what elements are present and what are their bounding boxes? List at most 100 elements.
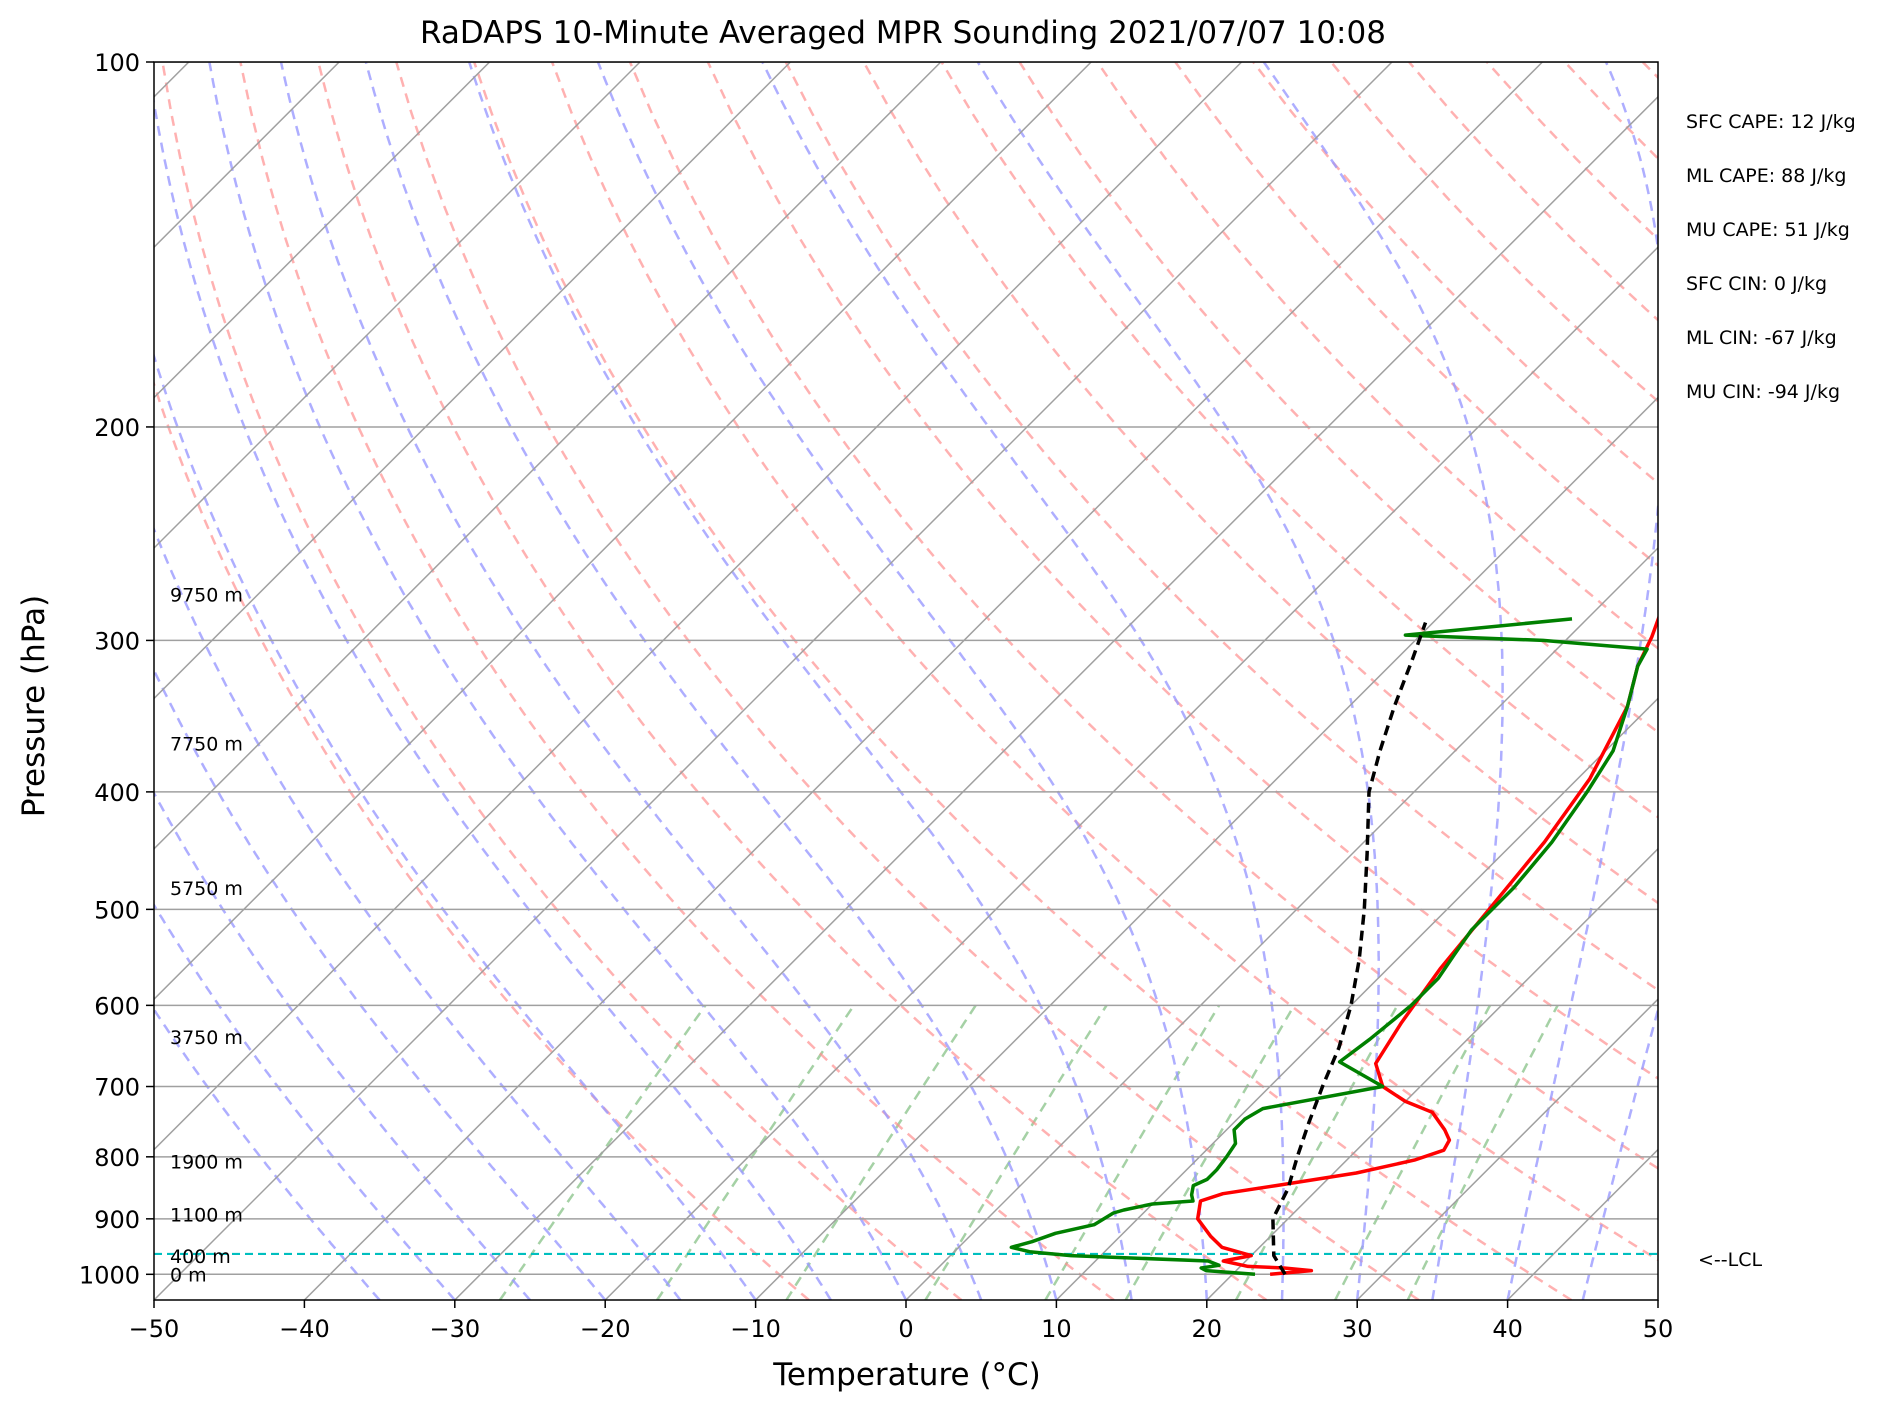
height-label: 400 m [170,1246,231,1268]
isotherm-line [154,62,1092,1001]
y-tick-label: 100 [94,49,140,77]
stat-annotation: SFC CIN: 0 J/kg [1686,273,1827,295]
isotherm-line [1507,1148,1658,1300]
mixing-ratio-line [785,1004,977,1300]
y-axis-label: Pressure (hPa) [16,595,52,817]
dry-adiabat-line [550,62,1658,1262]
dry-adiabat-line [154,380,810,1300]
stat-annotation: SFC CAPE: 12 J/kg [1686,111,1856,133]
isotherm-line [154,62,1393,1300]
moist-adiabat-line [279,62,983,1300]
moist-adiabat-line [596,62,1209,1300]
isotherm-line [604,246,1658,1300]
x-axis: −50 −40 −30 −20 −10 0 10 20 30 40 50 [129,1300,1674,1343]
isotherm-line [154,62,791,700]
y-tick-label: 200 [94,414,140,442]
x-tick-label: −40 [279,1315,330,1343]
isotherm-line [154,62,1243,1151]
dry-adiabat-line [1330,62,1658,403]
isotherm-line [1356,998,1658,1300]
moist-adiabat-line [208,62,908,1300]
isotherm-line [454,95,1658,1300]
temperature-profile [1195,614,1658,1277]
stat-annotation: ML CIN: -67 J/kg [1686,327,1837,349]
isotherm-line [755,396,1658,1300]
isotherm-line [905,546,1658,1300]
x-tick-label: 20 [1192,1315,1223,1343]
stats-annotations: SFC CAPE: 12 J/kg ML CAPE: 88 J/kg MU CAPE… [1686,111,1856,403]
height-label: 7750 m [170,734,243,756]
mixing-ratio-line [1406,1004,1559,1300]
mixing-ratio-line [1234,1004,1399,1300]
x-tick-label: 30 [1342,1315,1373,1343]
x-tick-label: −10 [730,1315,781,1343]
lcl-label: <--LCL [1698,1249,1762,1271]
mixing-ratio-lines [498,1004,1559,1300]
dry-adiabat-line [317,62,1268,1300]
height-label: 3750 m [170,1027,243,1049]
isotherms [154,62,1896,1300]
x-tick-label: 50 [1643,1315,1674,1343]
height-label: 1900 m [170,1151,243,1173]
dry-adiabats [154,62,1896,1300]
x-tick-label: 40 [1492,1315,1523,1343]
moist-adiabat-line [154,790,531,1300]
dry-adiabat-line [1641,62,1658,80]
moist-adiabat-line [976,62,1380,1300]
moist-adiabats [154,62,1658,1300]
x-tick-label: 10 [1041,1315,1072,1343]
plot-background [154,62,1896,1300]
height-label: 0 m [170,1264,207,1286]
dry-adiabat-line [940,62,1658,819]
height-label: 1100 m [170,1205,243,1227]
dry-adiabat-line [1018,62,1658,734]
dry-adiabat-line [1096,62,1658,650]
dry-adiabat-line [161,62,963,1300]
height-labels: 9750 m 7750 m 5750 m 3750 m 1900 m 1100 m 400 … [170,585,243,1287]
dry-adiabat-line [1563,62,1658,161]
isotherm-line [1808,62,1896,1300]
dry-adiabat-line [1721,62,1896,1300]
mixing-ratio-line [498,1004,707,1300]
moist-adiabat-line [154,667,607,1300]
y-tick-label: 900 [94,1206,140,1234]
x-tick-label: −30 [429,1315,480,1343]
stat-annotation: MU CAPE: 51 J/kg [1686,219,1850,241]
moist-adiabat-line [154,352,757,1300]
x-tick-label: 0 [898,1315,913,1343]
moist-adiabat-line [364,62,1058,1300]
dry-adiabat-line [473,62,1573,1300]
dry-adiabat-line [1174,62,1658,568]
moist-adiabat-line [154,95,832,1300]
dry-adiabat-line [628,62,1658,1170]
moist-adiabat-line [1262,62,1504,1300]
isotherm-line [154,62,942,850]
moist-adiabat-line [154,526,682,1300]
isotherm-line [154,62,491,399]
dry-adiabat-line [784,62,1658,992]
dry-adiabat-line [862,62,1658,905]
chart-title: RaDAPS 10-Minute Averaged MPR Sounding 2… [420,15,1386,51]
height-label: 9750 m [170,585,243,607]
y-tick-label: 700 [94,1074,140,1102]
dry-adiabat-line [239,62,1115,1300]
x-tick-label: −50 [129,1315,180,1343]
moist-adiabat-line [468,62,1133,1300]
isotherm-line [1206,847,1658,1300]
dewpoint-profile [1009,617,1649,1277]
isotherm-line [1055,697,1658,1300]
moist-adiabat-line [1581,1005,1658,1300]
y-axis: 100 200 300 400 500 600 700 800 900 1000 [79,49,154,1289]
mixing-ratio-line [1334,1004,1492,1300]
stat-annotation: ML CAPE: 88 J/kg [1686,165,1846,187]
dry-adiabat-line [1252,62,1658,485]
y-tick-label: 600 [94,992,140,1020]
parcel-profile [1271,622,1428,1276]
mixing-ratio-line [1124,1004,1296,1300]
dry-adiabat-line [706,62,1658,1080]
moist-adiabat-line [761,62,1285,1300]
y-tick-label: 300 [94,627,140,655]
isobars [154,62,1658,1276]
isotherm-line [303,62,1543,1300]
